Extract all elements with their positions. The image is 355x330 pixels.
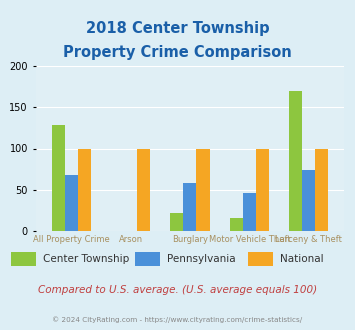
Bar <box>184 183 196 231</box>
Bar <box>256 148 269 231</box>
Bar <box>230 218 243 231</box>
Bar <box>11 251 36 267</box>
Bar <box>135 251 160 267</box>
Bar <box>196 148 209 231</box>
Text: © 2024 CityRating.com - https://www.cityrating.com/crime-statistics/: © 2024 CityRating.com - https://www.city… <box>53 317 302 323</box>
Bar <box>78 148 91 231</box>
Bar <box>302 170 315 231</box>
Text: 2018 Center Township: 2018 Center Township <box>86 21 269 36</box>
Bar <box>248 251 273 267</box>
Text: Property Crime Comparison: Property Crime Comparison <box>63 45 292 59</box>
Bar <box>51 125 65 231</box>
Text: Center Township: Center Township <box>43 254 129 264</box>
Bar <box>137 148 150 231</box>
Text: Pennsylvania: Pennsylvania <box>167 254 235 264</box>
Bar <box>289 91 302 231</box>
Bar <box>243 193 256 231</box>
Bar <box>65 175 78 231</box>
Bar <box>170 213 184 231</box>
Text: National: National <box>280 254 324 264</box>
Text: Compared to U.S. average. (U.S. average equals 100): Compared to U.S. average. (U.S. average … <box>38 285 317 295</box>
Bar <box>315 148 328 231</box>
